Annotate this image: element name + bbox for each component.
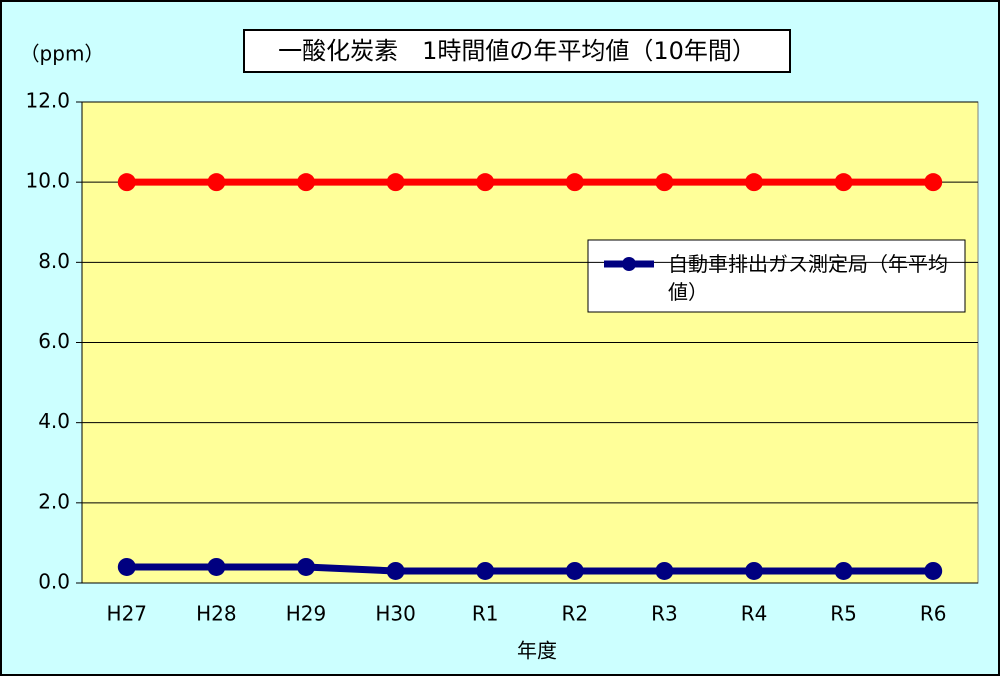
series-marker xyxy=(834,173,853,192)
x-tick-label: R3 xyxy=(651,602,678,626)
series-marker xyxy=(207,173,226,192)
series-marker xyxy=(745,173,763,192)
x-axis-label: 年度 xyxy=(517,639,557,663)
y-tick-label: 4.0 xyxy=(38,409,70,433)
series-marker xyxy=(297,557,315,576)
x-tick-label: H28 xyxy=(196,602,237,626)
series-marker xyxy=(834,561,853,580)
series-marker xyxy=(297,173,315,192)
y-tick-label: 6.0 xyxy=(38,329,70,353)
legend-box xyxy=(587,239,966,313)
y-tick-label: 0.0 xyxy=(38,570,70,594)
x-tick-label: H27 xyxy=(107,602,148,626)
series-marker xyxy=(565,561,584,580)
x-tick-label: R5 xyxy=(830,602,857,626)
series-marker xyxy=(476,173,495,192)
series-marker xyxy=(745,561,763,580)
x-tick-label: R6 xyxy=(920,602,947,626)
legend-marker xyxy=(622,257,636,271)
y-tick-label: 12.0 xyxy=(25,89,70,113)
series-marker xyxy=(207,557,226,576)
x-tick-label: R1 xyxy=(472,602,499,626)
title-box xyxy=(243,29,791,73)
chart-title: 一酸化炭素 1時間値の年平均値（10年間） xyxy=(278,37,756,65)
y-tick-label: 2.0 xyxy=(38,489,70,513)
y-unit: （ppm） xyxy=(20,42,105,66)
legend-label: 自動車排出ガス測定局（年平均値） xyxy=(668,252,948,304)
series-line xyxy=(126,563,934,575)
x-tick-label: R4 xyxy=(741,602,768,626)
x-tick-label: R2 xyxy=(561,602,588,626)
series-marker xyxy=(386,173,405,192)
series-marker xyxy=(476,561,495,580)
series-marker xyxy=(117,173,136,192)
x-tick-label: H29 xyxy=(286,602,327,626)
series-marker xyxy=(117,557,136,576)
x-tick-label: H30 xyxy=(375,602,416,626)
y-tick-label: 8.0 xyxy=(38,249,70,273)
y-tick-label: 10.0 xyxy=(25,169,70,193)
series-marker xyxy=(924,561,943,580)
series-marker xyxy=(924,173,943,192)
series-marker xyxy=(655,173,674,192)
series-marker xyxy=(386,561,405,580)
series-marker xyxy=(565,173,584,192)
series-marker xyxy=(655,561,674,580)
